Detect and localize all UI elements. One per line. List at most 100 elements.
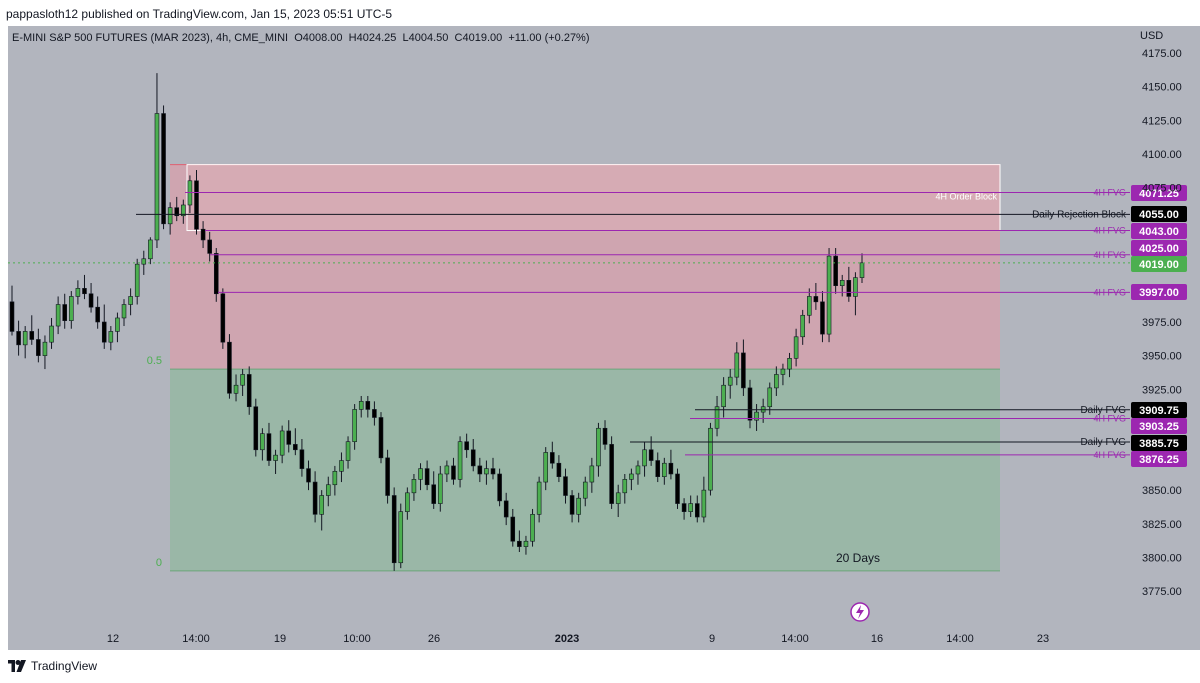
candle-body xyxy=(438,473,443,504)
order-block-label: 4H Order Block xyxy=(935,192,997,202)
candle-body xyxy=(741,352,746,389)
candle-body xyxy=(589,465,595,483)
level-label: 4H FVG xyxy=(1093,414,1126,424)
candle-body xyxy=(576,497,581,515)
candle-body xyxy=(820,301,825,335)
candle-body xyxy=(563,476,568,496)
candle-body xyxy=(503,500,509,518)
candle-body xyxy=(609,444,614,504)
bottom-bar xyxy=(0,650,1200,683)
candle-body xyxy=(167,207,173,225)
x-tick-label: 9 xyxy=(709,633,715,645)
x-tick-label: 19 xyxy=(274,633,286,645)
price-pill-label: 3997.00 xyxy=(1139,287,1179,299)
current-price-pill xyxy=(1131,256,1187,272)
x-tick-label: 14:00 xyxy=(182,633,210,645)
legend-close: C4019.00 xyxy=(454,32,503,44)
y-tick-label: 3950.00 xyxy=(1142,351,1182,363)
candle-body xyxy=(451,465,456,480)
discount-zone xyxy=(170,369,1000,571)
published-line: pappasloth12 published on TradingView.co… xyxy=(6,7,393,21)
candle-body xyxy=(16,331,21,346)
candle-body xyxy=(681,503,687,512)
price-pill xyxy=(1131,284,1187,300)
y-tick-label: 3800.00 xyxy=(1142,552,1182,564)
candle-body xyxy=(813,296,819,303)
candle-body xyxy=(793,336,799,359)
candle-body xyxy=(648,449,654,461)
candle-body xyxy=(517,540,522,547)
candle-body xyxy=(807,296,812,316)
candle-body xyxy=(464,441,469,451)
candle-body xyxy=(596,427,601,467)
level-label: Daily FVG xyxy=(1080,405,1126,416)
candle-body xyxy=(200,228,206,241)
candle-body xyxy=(9,301,15,332)
candle-body xyxy=(418,468,423,480)
candle-body xyxy=(780,368,786,375)
candle-body xyxy=(602,427,608,445)
candle-body xyxy=(194,180,199,230)
candle-body xyxy=(365,401,371,410)
candle-body xyxy=(510,516,516,542)
candle-body xyxy=(826,255,832,335)
brand[interactable]: TradingView xyxy=(8,659,97,673)
candle-body xyxy=(227,341,232,394)
candle-body xyxy=(747,387,753,421)
level-label: 4H FVG xyxy=(1093,226,1126,236)
x-tick-label: 14:00 xyxy=(946,633,974,645)
candle-body xyxy=(431,484,436,504)
candle-body xyxy=(108,331,114,343)
candle-body xyxy=(345,441,351,461)
candle-body xyxy=(82,288,87,295)
candle-body xyxy=(800,314,805,338)
price-pill xyxy=(1131,240,1187,256)
candle-body xyxy=(859,262,865,278)
candle-body xyxy=(273,454,278,461)
candle-body xyxy=(550,452,555,464)
price-pill xyxy=(1131,418,1187,434)
price-pill-label: 3903.25 xyxy=(1139,421,1179,433)
candle-body xyxy=(727,376,733,386)
candle-body xyxy=(385,457,390,496)
candle-body xyxy=(398,511,404,564)
level-label: 4H FVG xyxy=(1093,250,1126,260)
candle-body xyxy=(536,481,542,515)
candle-body xyxy=(128,296,133,305)
candle-body xyxy=(642,449,647,467)
y-tick-label: 4125.00 xyxy=(1142,115,1182,127)
candle-body xyxy=(530,514,535,542)
price-axis[interactable] xyxy=(1134,26,1200,650)
candle-body xyxy=(339,460,344,472)
candle-body xyxy=(240,374,245,386)
candlestick-chart[interactable]: 0.5 0 4H Order Block 4H FVG 4071.25 Daily Rej… xyxy=(0,0,1200,650)
candle-body xyxy=(115,317,120,332)
price-pill-label: 3876.25 xyxy=(1139,454,1179,466)
candle-body xyxy=(207,239,212,254)
candle-body xyxy=(615,492,621,504)
price-pill xyxy=(1131,206,1187,222)
candle-body xyxy=(846,280,852,297)
level-label: Daily FVG xyxy=(1080,437,1126,448)
candle-body xyxy=(622,479,628,494)
candle-body xyxy=(411,479,417,494)
x-tick-label: 2023 xyxy=(555,633,579,645)
candle-body xyxy=(213,253,219,295)
level-label: 4H FVG xyxy=(1093,188,1126,198)
candle-body xyxy=(662,462,667,477)
candle-body xyxy=(42,341,48,356)
top-bar: pappasloth12 published on TradingView.co… xyxy=(0,0,1200,26)
candle-body xyxy=(358,401,364,410)
candle-body xyxy=(457,441,463,480)
candle-body xyxy=(88,293,94,308)
candle-body xyxy=(774,374,779,389)
candle-body xyxy=(721,384,726,408)
candle-body xyxy=(75,288,81,297)
candle-body xyxy=(470,449,476,467)
candle-body xyxy=(121,304,127,319)
x-tick-label: 16 xyxy=(871,633,883,645)
current-price-label: 4019.00 xyxy=(1139,259,1179,271)
candle-body xyxy=(253,406,259,451)
candle-body xyxy=(181,204,186,217)
candle-body xyxy=(326,484,331,496)
